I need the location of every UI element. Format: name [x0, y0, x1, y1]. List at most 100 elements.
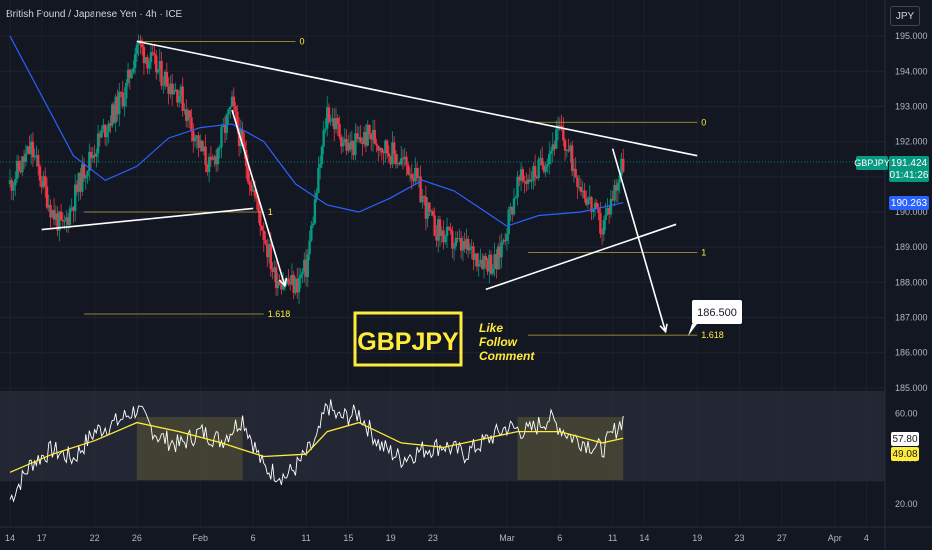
candle-body — [269, 244, 273, 269]
candle-body — [512, 198, 516, 215]
candle-body — [58, 211, 61, 231]
candle-body — [276, 280, 280, 289]
moving-average-line — [9, 35, 624, 227]
fib-level-label: 0 — [701, 117, 706, 127]
candle-body — [523, 180, 526, 182]
currency-button[interactable]: JPY — [890, 6, 920, 26]
candle-body — [336, 117, 339, 124]
candle-body — [560, 125, 563, 129]
last-price-tag: GBPJPY 191.424 01:41:26 — [854, 156, 929, 182]
candle-body — [318, 164, 322, 168]
candle-body — [417, 176, 421, 178]
candle-body — [373, 129, 376, 144]
candle-body — [599, 212, 602, 234]
candle-body — [542, 165, 546, 172]
candle-body — [389, 156, 392, 165]
candle-body — [15, 160, 19, 180]
time-tick-label: Apr — [828, 533, 842, 543]
candle-body — [465, 238, 468, 249]
candle-body — [63, 220, 66, 222]
candle-body — [581, 190, 584, 192]
time-tick-label: 23 — [428, 533, 438, 543]
candle-body — [606, 207, 609, 215]
candle-body — [310, 225, 313, 241]
candle-body — [153, 53, 156, 56]
candle-body — [546, 163, 549, 167]
candle-body — [75, 184, 79, 192]
candle-body — [313, 199, 317, 224]
candle-body — [207, 156, 211, 172]
candle-body — [438, 219, 442, 236]
candle-body — [539, 158, 542, 160]
candle-body — [424, 196, 428, 219]
candle-body — [42, 176, 45, 188]
candle-body — [107, 123, 110, 132]
candle-body — [433, 215, 436, 236]
candle-body — [607, 207, 611, 215]
candle-body — [331, 118, 334, 121]
candle-body — [204, 146, 207, 166]
candle-body — [468, 247, 472, 251]
price-tick-label: 189.000 — [895, 242, 928, 252]
candle-body — [361, 142, 364, 144]
candle-body — [251, 190, 255, 192]
candle-body — [271, 268, 274, 272]
candle-body — [350, 140, 354, 150]
candle-body — [384, 140, 387, 154]
candle-body — [70, 207, 73, 209]
projection-arrow-line — [611, 148, 667, 332]
candle-body — [565, 149, 569, 151]
candle-body — [325, 107, 329, 129]
candle-body — [40, 180, 43, 188]
candle-body — [190, 117, 193, 131]
time-tick-label: 17 — [37, 533, 47, 543]
candle-body — [496, 246, 500, 270]
candle-body — [132, 68, 135, 73]
candle-body — [28, 146, 31, 154]
time-tick-label: 6 — [557, 533, 562, 543]
candle-body — [44, 176, 47, 187]
candle-body — [528, 179, 532, 182]
fib-level-label: 1 — [268, 207, 273, 217]
candle-body — [431, 211, 435, 216]
arrow-head — [278, 277, 288, 288]
candle-body — [588, 197, 591, 200]
candle-body — [458, 238, 461, 240]
candle-body — [484, 255, 487, 261]
candle-body — [236, 111, 239, 129]
candle-body — [266, 244, 269, 258]
candle-body — [234, 105, 237, 112]
candle-body — [89, 151, 93, 159]
candle-body — [454, 238, 458, 247]
candle-body — [102, 124, 105, 130]
target-callout: 186.500 — [688, 300, 742, 336]
candle-body — [257, 198, 260, 212]
candle-body — [79, 172, 82, 192]
candle-body — [622, 158, 625, 172]
candle-body — [130, 72, 133, 79]
cta-follow: Follow — [479, 335, 518, 349]
candle-body — [195, 135, 198, 138]
candle-body — [250, 184, 253, 192]
candle-body — [385, 140, 389, 154]
projection-arrow-line — [231, 109, 286, 287]
candle-body — [364, 132, 368, 146]
candle-body — [77, 172, 80, 192]
candle-body — [449, 228, 452, 231]
time-tick-label: 14 — [639, 533, 649, 543]
candle-body — [273, 267, 276, 272]
candle-body — [111, 104, 114, 126]
candle-body — [511, 206, 514, 215]
candle-body — [355, 133, 359, 139]
oscillator-tick-label: 60.00 — [895, 409, 918, 419]
candle-body — [158, 60, 161, 70]
fib-level-label: 1 — [701, 247, 706, 257]
candle-body — [604, 214, 607, 220]
fib-level-label: 1.618 — [701, 330, 724, 340]
candle-body — [193, 137, 197, 142]
time-tick-label: 6 — [251, 533, 256, 543]
candle-body — [616, 182, 620, 191]
candle-body — [128, 69, 132, 79]
candle-body — [248, 181, 251, 185]
